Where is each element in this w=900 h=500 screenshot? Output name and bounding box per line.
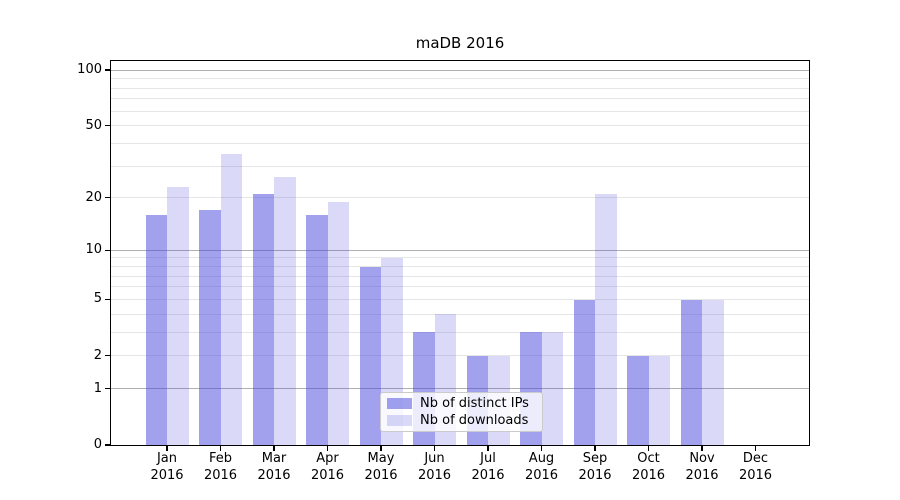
bar-distinct-ips — [627, 355, 649, 445]
bar-distinct-ips — [680, 299, 702, 445]
x-tick-mark — [487, 446, 489, 451]
bar-distinct-ips — [199, 210, 221, 445]
gridline-minor — [111, 110, 809, 112]
y-tick-mark — [105, 355, 110, 357]
legend-label: Nb of downloads — [420, 413, 529, 428]
y-tick-label: 20 — [85, 189, 102, 205]
x-tick-mark — [540, 446, 543, 451]
y-tick-label: 100 — [77, 62, 102, 78]
x-tick-label: Feb 2016 — [203, 451, 238, 483]
gridline-minor — [111, 87, 809, 89]
x-tick-mark — [219, 446, 222, 451]
legend-item-distinct-ips: Nb of distinct IPs — [387, 397, 542, 410]
y-tick-label: 2 — [93, 347, 102, 363]
legend: Nb of distinct IPs Nb of downloads — [380, 392, 543, 432]
gridline-minor — [111, 266, 809, 268]
bar-downloads — [327, 201, 349, 445]
y-tick-mark — [105, 197, 110, 199]
x-tick-mark — [273, 446, 275, 451]
gridline-major — [111, 69, 809, 71]
y-tick-label: 10 — [85, 242, 102, 258]
legend-item-downloads: Nb of downloads — [387, 414, 542, 427]
y-tick-mark — [105, 298, 110, 301]
gridline-minor — [111, 197, 809, 199]
gridline-minor — [111, 286, 809, 288]
legend-swatch-distinct-ips-icon — [387, 398, 412, 409]
x-tick-mark — [701, 446, 703, 451]
y-tick-mark — [105, 69, 110, 71]
chart-title: maDB 2016 — [415, 34, 505, 52]
bar-distinct-ips — [573, 299, 595, 445]
x-tick-label: Sep 2016 — [578, 451, 612, 483]
x-tick-label: Oct 2016 — [631, 451, 666, 483]
x-tick-label: Aug 2016 — [524, 451, 559, 483]
y-tick-label: 5 — [93, 291, 102, 307]
x-tick-label: Jul 2016 — [471, 451, 505, 483]
gridline-minor — [111, 331, 809, 333]
x-tick-label: May 2016 — [364, 451, 398, 483]
bar-distinct-ips — [145, 214, 167, 445]
bar-distinct-ips — [252, 193, 274, 445]
bar-downloads — [220, 153, 242, 445]
bar-downloads — [595, 193, 617, 445]
legend-swatch-downloads-icon — [387, 415, 412, 426]
x-tick-mark — [594, 446, 596, 451]
gridline-minor — [111, 257, 809, 259]
gridline-minor — [111, 125, 809, 127]
y-tick-mark — [105, 249, 110, 251]
x-tick-mark — [433, 446, 436, 451]
gridline-minor — [111, 275, 809, 277]
bar-downloads — [274, 177, 296, 445]
bar-downloads — [702, 299, 724, 445]
gridline-major — [111, 249, 809, 251]
legend-label: Nb of distinct IPs — [420, 396, 529, 411]
x-tick-label: Apr 2016 — [310, 451, 345, 483]
x-tick-label: Jun 2016 — [417, 451, 452, 483]
bar-downloads — [648, 355, 670, 445]
gridline-minor — [111, 298, 809, 300]
bar-distinct-ips — [359, 266, 381, 445]
gridline-minor — [111, 98, 809, 100]
bar-distinct-ips — [306, 214, 328, 445]
x-tick-mark — [647, 446, 650, 451]
y-tick-label: 50 — [85, 117, 102, 133]
x-tick-label: Nov 2016 — [685, 451, 719, 483]
gridline-major — [111, 388, 809, 390]
x-tick-mark — [754, 446, 757, 451]
bar-downloads — [167, 186, 189, 445]
y-tick-mark — [105, 444, 110, 446]
bar-downloads — [541, 332, 563, 445]
gridline-minor — [111, 78, 809, 80]
x-tick-mark — [380, 446, 382, 451]
x-tick-mark — [166, 446, 168, 451]
x-tick-mark — [326, 446, 329, 451]
gridline-minor — [111, 142, 809, 144]
plot-area — [110, 60, 810, 446]
x-tick-label: Mar 2016 — [257, 451, 291, 483]
y-tick-mark — [105, 124, 110, 127]
y-tick-mark — [105, 388, 110, 390]
x-tick-label: Dec 2016 — [738, 451, 773, 483]
gridline-minor — [111, 355, 809, 357]
x-tick-label: Jan 2016 — [150, 451, 184, 483]
gridline-minor — [111, 313, 809, 315]
y-tick-label: 0 — [93, 437, 102, 452]
gridline-minor — [111, 165, 809, 167]
y-tick-label: 1 — [93, 380, 102, 396]
